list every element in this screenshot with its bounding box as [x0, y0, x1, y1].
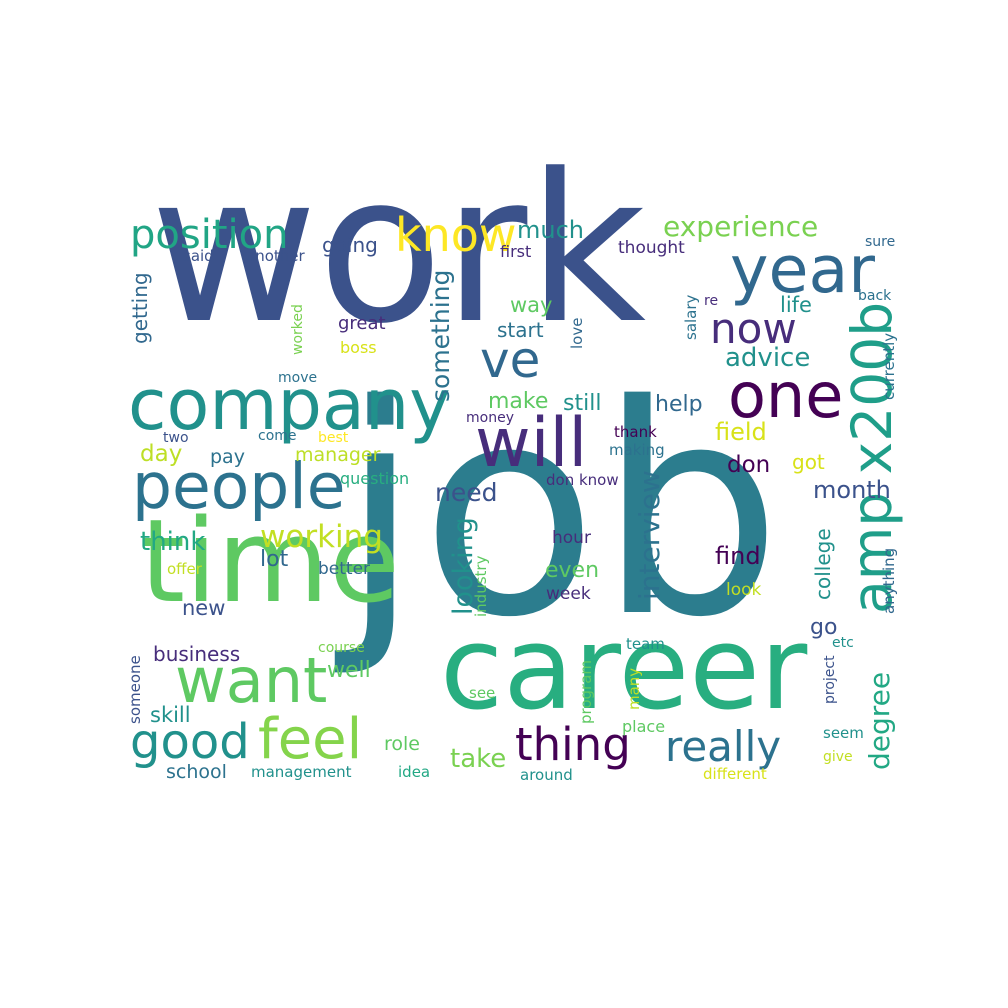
- cloud-word-idea: idea: [398, 763, 431, 781]
- cloud-word-good: good: [130, 714, 250, 770]
- cloud-word-take: take: [450, 744, 507, 774]
- cloud-word-thank: thank: [614, 423, 657, 441]
- cloud-word-still: still: [563, 391, 602, 416]
- cloud-word-business: business: [153, 642, 241, 666]
- cloud-word-sure: sure: [865, 234, 896, 250]
- cloud-word-different: different: [703, 765, 767, 783]
- cloud-word-salary: salary: [682, 294, 700, 340]
- cloud-word-feel: feel: [258, 707, 363, 772]
- cloud-word-pay: pay: [210, 446, 245, 468]
- cloud-word-one: one: [728, 359, 844, 432]
- cloud-word-something: something: [426, 269, 455, 402]
- cloud-word-worked: worked: [290, 304, 306, 355]
- cloud-word-team: team: [626, 635, 665, 653]
- cloud-word-thing: thing: [515, 718, 631, 771]
- cloud-word-now: now: [710, 304, 797, 353]
- cloud-word-really: really: [665, 722, 782, 771]
- cloud-word-company: company: [128, 364, 451, 446]
- cloud-word-question: question: [340, 469, 410, 488]
- cloud-word-go: go: [810, 615, 838, 640]
- cloud-word-new: new: [182, 596, 226, 620]
- cloud-word-best: best: [318, 430, 349, 446]
- cloud-word-work: work: [150, 131, 647, 369]
- cloud-word-make: make: [488, 389, 549, 414]
- cloud-word-career: career: [440, 602, 808, 736]
- cloud-word-degree: degree: [863, 671, 896, 770]
- cloud-word-much: much: [517, 216, 584, 244]
- cloud-word-program: program: [577, 659, 595, 724]
- cloud-word-someone: someone: [126, 655, 144, 724]
- cloud-word-look: look: [726, 580, 762, 600]
- cloud-word-anything: anything: [880, 547, 898, 614]
- cloud-word-management: management: [251, 763, 352, 781]
- cloud-word-way: way: [510, 293, 553, 317]
- cloud-word-offer: offer: [167, 560, 202, 578]
- cloud-word-got: got: [792, 450, 825, 474]
- cloud-word-well: well: [327, 658, 371, 683]
- cloud-word-back: back: [858, 288, 892, 304]
- cloud-word-skill: skill: [150, 703, 191, 727]
- cloud-word-want: want: [175, 644, 328, 717]
- cloud-word-role: role: [384, 733, 420, 755]
- cloud-word-currently: currently: [880, 332, 898, 400]
- cloud-word-job: job: [340, 344, 783, 681]
- cloud-word-boss: boss: [340, 338, 377, 357]
- cloud-word-getting: getting: [128, 272, 152, 344]
- cloud-word-see: see: [469, 684, 496, 702]
- cloud-word-advice: advice: [725, 343, 811, 373]
- cloud-word-will: will: [475, 404, 588, 483]
- cloud-word-ve: ve: [480, 331, 541, 389]
- cloud-word-around: around: [520, 766, 573, 784]
- cloud-word-experience: experience: [663, 210, 819, 243]
- cloud-word-two: two: [163, 430, 189, 446]
- cloud-word-course: course: [318, 640, 365, 656]
- cloud-word-money: money: [466, 410, 514, 426]
- cloud-word-project: project: [822, 655, 838, 704]
- cloud-word-industry: industry: [472, 555, 490, 617]
- cloud-word-start: start: [497, 318, 544, 342]
- cloud-word-re: re: [704, 293, 719, 309]
- cloud-word-hour: hour: [552, 528, 591, 548]
- cloud-word-place: place: [622, 717, 666, 736]
- cloud-word-need: need: [435, 478, 498, 507]
- cloud-word-find: find: [715, 542, 761, 570]
- cloud-word-great: great: [338, 313, 386, 334]
- cloud-word-school: school: [166, 761, 227, 783]
- cloud-word-another: another: [246, 247, 305, 265]
- cloud-word-give: give: [823, 749, 853, 765]
- cloud-word-don: don: [727, 452, 771, 478]
- cloud-word-know: know: [395, 208, 517, 262]
- cloud-word-think: think: [140, 527, 206, 557]
- cloud-word-etc: etc: [832, 635, 854, 651]
- cloud-word-manager: manager: [295, 444, 381, 466]
- cloud-word-better: better: [318, 559, 371, 579]
- cloud-word-lot: lot: [260, 547, 289, 572]
- cloud-word-working: working: [260, 519, 383, 555]
- cloud-word-many: many: [625, 667, 643, 710]
- cloud-word-don-know: don know: [546, 471, 619, 489]
- cloud-word-first: first: [500, 242, 532, 261]
- cloud-word-move: move: [278, 370, 318, 386]
- cloud-word-day: day: [140, 441, 183, 467]
- cloud-word-love: love: [568, 317, 586, 349]
- cloud-word-position: position: [130, 212, 289, 258]
- cloud-word-college: college: [811, 528, 835, 600]
- cloud-word-year: year: [730, 233, 876, 308]
- cloud-word-help: help: [655, 392, 703, 417]
- cloud-word-month: month: [813, 476, 891, 504]
- cloud-word-said: said: [183, 247, 214, 265]
- cloud-word-seem: seem: [823, 724, 864, 742]
- cloud-word-making: making: [609, 441, 665, 459]
- cloud-word-people: people: [132, 450, 346, 523]
- cloud-word-week: week: [546, 584, 591, 604]
- cloud-word-even: even: [545, 558, 600, 583]
- cloud-word-going: going: [322, 233, 378, 257]
- cloud-word-life: life: [780, 293, 812, 317]
- cloud-word-come: come: [258, 428, 297, 444]
- cloud-word-time: time: [140, 495, 400, 629]
- cloud-word-interview: interview: [633, 470, 666, 600]
- cloud-word-field: field: [715, 418, 767, 446]
- cloud-word-thought: thought: [618, 238, 685, 258]
